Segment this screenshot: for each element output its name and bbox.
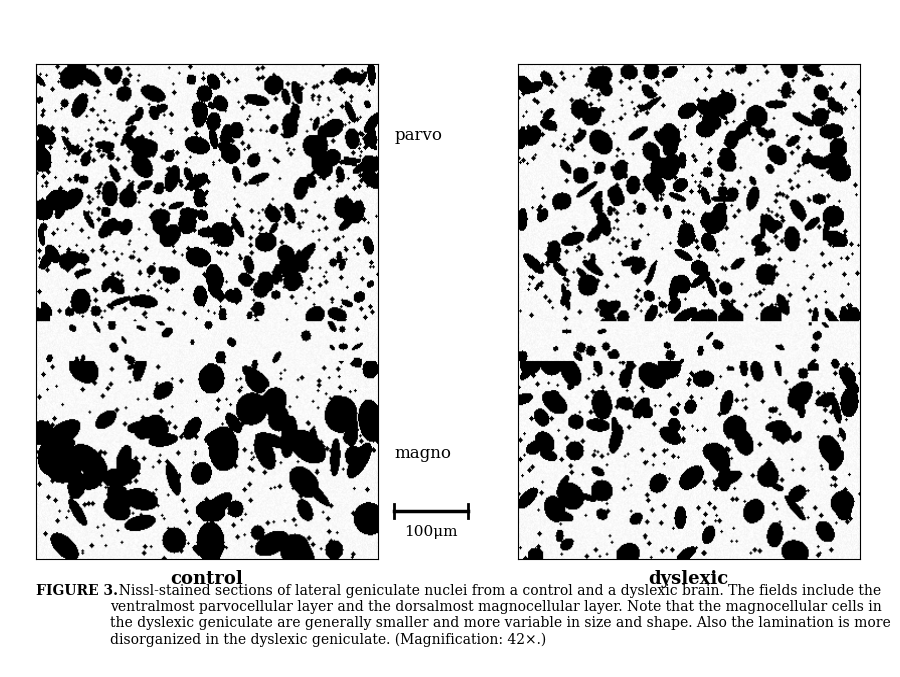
Text: FIGURE 3.: FIGURE 3. xyxy=(36,584,118,598)
Text: control: control xyxy=(171,570,243,588)
Text: Nissl-stained sections of lateral geniculate nuclei from a control and a dyslexi: Nissl-stained sections of lateral genicu… xyxy=(110,584,890,647)
Text: magno: magno xyxy=(394,445,451,462)
Text: dyslexic: dyslexic xyxy=(648,570,729,588)
Text: parvo: parvo xyxy=(394,127,442,144)
Text: 100μm: 100μm xyxy=(404,525,458,539)
